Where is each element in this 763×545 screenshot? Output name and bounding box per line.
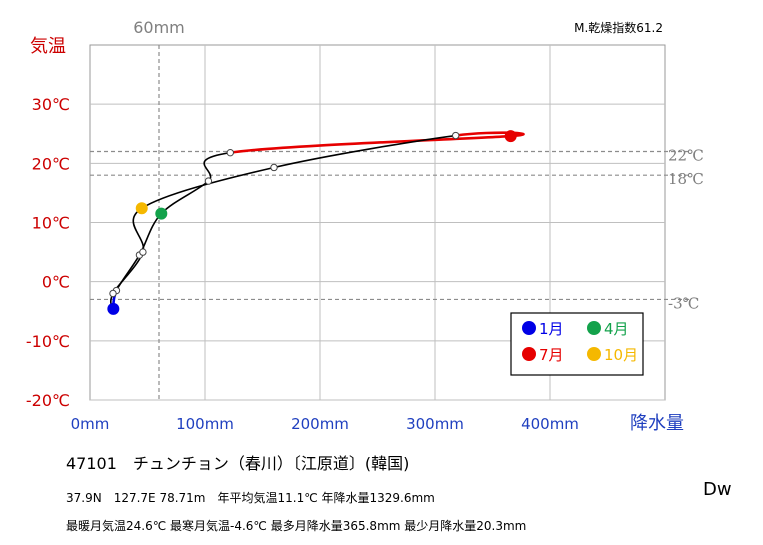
series-segment xyxy=(230,134,511,154)
series-segment xyxy=(203,151,231,182)
month-point-11 xyxy=(139,248,147,256)
y-tick-label: -10℃ xyxy=(26,332,70,351)
y-tick-label: 10℃ xyxy=(32,214,70,233)
y-tick-label: 20℃ xyxy=(32,154,70,173)
x-tick-label: 0mm xyxy=(71,415,110,433)
month-point-1 xyxy=(107,302,120,315)
month-point-9 xyxy=(270,163,278,172)
legend: 1月 4月 7月 10月 xyxy=(510,312,644,376)
y-tick-label: 30℃ xyxy=(32,95,70,114)
reference-label-precip: 60mm xyxy=(133,18,185,37)
y-tick-label: -20℃ xyxy=(26,391,70,410)
month-point-7 xyxy=(504,130,517,143)
legend-marker xyxy=(587,347,601,361)
climograph-chart: 60mm 22℃ 18℃ -3℃ 0mm 100mm 200mm 300mm 400mm -20… xyxy=(26,18,704,434)
month-point-8 xyxy=(452,131,460,140)
station-name: 47101 チュンチョン（春川）〔江原道〕(韓国) xyxy=(66,454,410,473)
legend-label: 7月 xyxy=(539,346,564,364)
series-segment xyxy=(273,134,456,169)
month-point-4 xyxy=(155,207,168,220)
legend-label: 4月 xyxy=(604,320,629,338)
legend-marker xyxy=(587,321,601,335)
station-info-line-2: 最暖月気温24.6℃ 最寒月気温-4.6℃ 最多月降水量365.8mm 最少月降… xyxy=(66,519,527,533)
reference-lines: 60mm 22℃ 18℃ -3℃ xyxy=(90,18,704,400)
x-tick-label: 400mm xyxy=(521,415,579,433)
reference-label-temp: 18℃ xyxy=(668,170,704,188)
dryness-index-label: M.乾燥指数61.2 xyxy=(574,20,663,35)
climate-class: Dw xyxy=(703,479,732,500)
legend-marker xyxy=(522,321,536,335)
reference-label-temp: 22℃ xyxy=(668,147,704,165)
x-axis-label: 降水量 xyxy=(630,413,684,434)
month-point-12 xyxy=(109,289,117,298)
series-segment xyxy=(141,166,275,209)
legend-label: 1月 xyxy=(539,320,564,338)
x-tick-label: 200mm xyxy=(291,415,349,433)
legend-marker xyxy=(522,347,536,361)
x-tick-label: 100mm xyxy=(176,415,234,433)
axis-tick-labels: 0mm 100mm 200mm 300mm 400mm -20℃ -10℃ 0℃ 10℃ 20℃ 3… xyxy=(26,95,579,433)
reference-label-temp: -3℃ xyxy=(668,294,699,312)
month-point-6 xyxy=(226,148,235,157)
month-point-5 xyxy=(204,177,213,185)
series-segment xyxy=(132,207,145,253)
y-axis-label: 気温 xyxy=(30,36,66,57)
month-point-10 xyxy=(135,202,148,215)
station-info-line-1: 37.9N 127.7E 78.71m 年平均気温11.1℃ 年降水量1329.… xyxy=(66,491,435,505)
x-tick-label: 300mm xyxy=(406,415,464,433)
y-tick-label: 0℃ xyxy=(42,273,70,292)
climate-series xyxy=(107,130,525,315)
legend-label: 10月 xyxy=(604,346,638,364)
